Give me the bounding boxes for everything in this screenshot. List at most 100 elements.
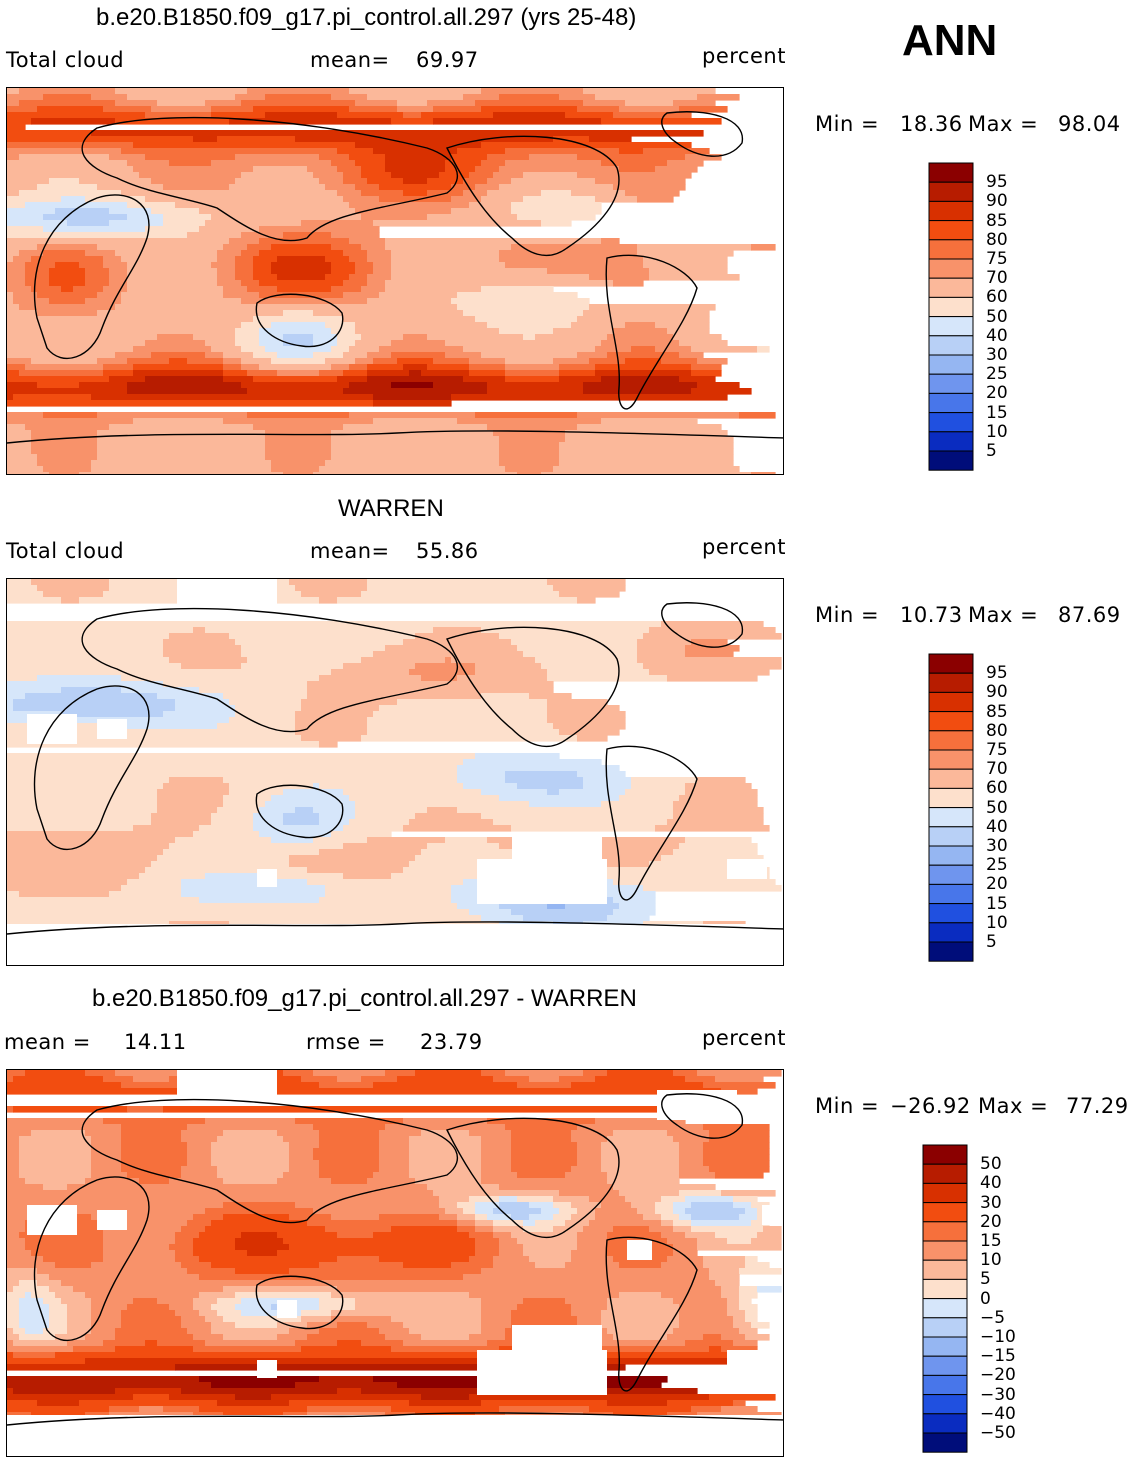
coastline [661,1093,743,1139]
colorbar-tick-label: 75 [986,249,1008,269]
coastline [446,626,620,748]
colorbar-tick-label: −5 [980,1307,1006,1328]
colorbar-swatch [922,1298,968,1319]
panel-units: percent [702,44,786,68]
colorbar-tick-label: 70 [986,759,1008,780]
colorbar-tick-label: 50 [986,797,1008,818]
missing-data-region [477,859,607,904]
colorbar-swatch [928,672,974,693]
missing-data-region [762,714,783,734]
coastline [7,1412,783,1426]
colorbar-tick-label: −40 [980,1403,1016,1424]
missing-data-region [627,1240,652,1260]
colorbar-tick-label: 40 [980,1173,1002,1194]
coastline [605,745,698,901]
panel-max-label: Max = [968,603,1039,627]
panel-min-value: 10.73 [900,603,963,627]
colorbar-tick-label: 5 [980,1269,991,1290]
coastline [446,135,620,257]
colorbar-tick-label: −30 [980,1384,1016,1405]
missing-data-region [762,1205,783,1225]
panel-units: percent [702,1026,786,1050]
coastline [255,1275,344,1330]
colorbar-swatch [928,941,974,962]
colorbar-tick-label: 70 [986,268,1008,289]
missing-data-region [177,579,277,607]
coastline [446,1117,620,1239]
colorbar-swatch [928,162,974,183]
coastline [661,111,743,157]
colorbar-diff: 50 40 30 20 15 10 5 0 −5 −10 −15 −20 −30 −40 −50 [922,1144,1042,1453]
colorbar-tick-label: 80 [986,229,1008,250]
colorbar-swatch [922,1355,968,1376]
colorbar-swatch [928,277,974,298]
colorbar-tick-label: 20 [986,383,1008,404]
colorbar-tick-label: 30 [986,345,1008,365]
colorbar-tick-label: 50 [986,306,1008,327]
colorbar-swatch [928,749,974,770]
colorbar-swatch [928,864,974,885]
missing-data-region [7,1415,783,1456]
colorbar-swatch [922,1278,968,1300]
colorbar-model: 95 90 85 80 75 70 60 50 40 30 25 20 15 10 5 [928,162,1048,472]
coastline [81,607,459,733]
coastline [33,1176,150,1341]
colorbar-tick-label: 20 [980,1211,1002,1232]
colorbar-swatch [928,316,974,337]
colorbar-tick-label: −50 [980,1423,1016,1443]
panel-title-obs: WARREN [338,495,444,522]
colorbar-tick-label: 95 [986,663,1008,684]
colorbar-tick-label: 80 [986,720,1008,741]
missing-data-region [727,859,767,879]
missing-data-region [97,1210,127,1230]
colorbar-tick-label: 10 [986,912,1008,933]
panel-mean-label: mean= [310,539,390,563]
panel-variable-label: Total cloud [6,48,125,72]
coastline [661,602,743,648]
panel-min-label: Min = [815,112,880,136]
coastline [33,685,150,850]
colorbar-swatch [928,335,974,356]
colorbar-svg [922,1144,968,1453]
missing-data-region [477,1350,607,1395]
colorbar-swatch [928,392,974,414]
colorbar-tick-label: 15 [986,402,1008,423]
coastline [605,254,698,410]
panel-rmse-value: 23.79 [420,1030,483,1054]
colorbar-swatch [928,787,974,809]
colorbar-swatch [928,431,974,452]
panel-max-label: Max = [978,1094,1049,1118]
colorbar-swatch [922,1240,968,1261]
colorbar-tick-label: 85 [986,701,1008,722]
panel-min-value: 18.36 [900,112,963,136]
colorbar-tick-label: 25 [986,855,1008,876]
colorbar-swatch [928,826,974,847]
colorbar-swatch [928,200,974,222]
colorbar-obs: 95 90 85 80 75 70 60 50 40 30 25 20 15 10 5 [928,653,1048,963]
colorbar-tick-label: 95 [986,172,1008,193]
colorbar-swatch [928,239,974,260]
coastline [255,784,344,839]
colorbar-swatch [928,450,974,471]
coastline [81,116,459,242]
panel-max-value: 77.29 [1066,1094,1128,1118]
colorbar-swatch [928,181,974,202]
missing-data-region [7,924,783,965]
colorbar-swatch [928,412,974,433]
colorbar-swatch [922,1144,968,1165]
panel-mean-value: 14.11 [124,1030,187,1054]
colorbar-tick-label: 5 [986,932,997,952]
colorbar-tick-label: 90 [986,191,1008,212]
panel-variable-label: Total cloud [6,539,125,563]
colorbar-swatch [922,1202,968,1223]
colorbar-tick-label: 85 [986,210,1008,231]
colorbar-swatch [928,354,974,375]
panel-max-label: Max = [968,112,1039,136]
panel-min-label: Min = [815,603,880,627]
colorbar-tick-label: −20 [980,1365,1016,1386]
missing-data-region [257,1360,277,1378]
colorbar-tick-label: 10 [980,1250,1002,1271]
panel-max-value: 98.04 [1058,112,1121,136]
missing-data-region [257,869,277,887]
panel-mean-value: 55.86 [416,539,479,563]
